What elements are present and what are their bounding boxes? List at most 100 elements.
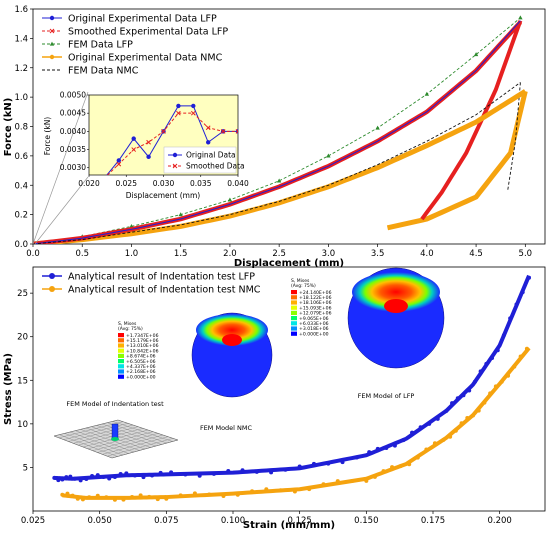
label-lfp: FEM Model of LFP (358, 392, 415, 400)
inset-series-point (176, 103, 181, 109)
bottom-series-point (441, 437, 446, 442)
bottom-series-point (64, 475, 69, 480)
bottom-series-point (514, 302, 519, 307)
bottom-chart-series (52, 274, 531, 502)
top-series-3 (33, 89, 527, 244)
contour-value: +15.179E+06 (126, 338, 159, 344)
bottom-series-point (401, 438, 406, 443)
contour-value: +13.010E+06 (126, 343, 159, 349)
inset-series-point (146, 154, 151, 160)
bottom-series-point (472, 379, 477, 384)
top-y-tick-label: 0.0 (14, 240, 28, 250)
contour-value: +12.079E+06 (299, 311, 332, 317)
inset-x-tick-label: 0.035 (190, 179, 212, 188)
bottom-series-point (158, 470, 163, 475)
top-series-point (276, 178, 282, 183)
bottom-series-point (375, 446, 380, 451)
lfp-ball-image (347, 267, 445, 369)
contour-large-title: S, Mises (291, 278, 310, 284)
top-chart-ticks: 0.0 0.5 1.0 1.5 2.0 2.5 3.0 3.5 4.0 4.5 5.0 0.0 0.2 0… (14, 5, 532, 259)
inset-legend-marker (172, 163, 178, 169)
bottom-series-point (435, 416, 440, 421)
bottom-y-label: Stress (MPa) (3, 353, 14, 425)
top-x-tick-label: 1.5 (174, 249, 188, 259)
bottom-series-point (150, 473, 155, 478)
bottom-series-point (506, 373, 511, 378)
contour-swatch (118, 364, 124, 369)
bottom-series-point (197, 473, 202, 478)
bottom-series-point (478, 369, 483, 374)
bottom-series-point (321, 482, 326, 487)
top-series-line-3 (33, 89, 527, 244)
top-x-tick-label: 5.0 (519, 249, 533, 259)
contour-swatch (291, 305, 297, 310)
inset-series-point (131, 147, 137, 152)
contour-swatch (291, 326, 297, 331)
inset-series-point (191, 103, 196, 109)
inset-legend-label: Smoothed Data (186, 162, 245, 171)
contour-swatch (291, 290, 297, 295)
bottom-y-tick-label: 10 (17, 420, 28, 430)
bottom-legend-label: Analytical result of Indentation test LF… (68, 272, 255, 283)
contour-small-rows: +1.7347E+06+15.179E+06+13.010E+06+10.842… (118, 333, 159, 380)
top-x-tick-label: 2.5 (272, 249, 286, 259)
bottom-series-point (75, 496, 80, 501)
inset-series-point (161, 129, 166, 134)
inset-legend-label: Original Data (186, 151, 236, 160)
bottom-series-point (65, 491, 70, 496)
inset-legend: Original Data Smoothed Data (163, 146, 245, 174)
inset-y-tick-label: 0.0035 (60, 145, 86, 154)
bottom-series-point (508, 316, 513, 321)
bottom-series-point (72, 476, 77, 481)
inset-x-tick-label: 0.030 (153, 179, 175, 188)
inset-series-point (190, 110, 196, 116)
bottom-series-point (112, 497, 117, 502)
bottom-series-point (311, 461, 316, 466)
bottom-series-point (254, 469, 259, 474)
bottom-series-point (407, 462, 412, 467)
top-y-tick-label: 0.6 (14, 152, 28, 162)
bottom-series-point (130, 495, 135, 500)
top-x-tick-label: 4.5 (469, 249, 483, 259)
bottom-series-point (192, 491, 197, 496)
label-nmc: FEM Model NMC (200, 424, 253, 432)
top-x-label: Displacement (mm) (234, 258, 344, 269)
bottom-series-point (101, 475, 106, 480)
top-y-tick-label: 1.0 (14, 93, 28, 103)
contour-large-rows: +24.140E+06+18.122E+06+18.106E+06+15.093… (291, 290, 332, 337)
inset-chart: 0.020 0.025 0.030 0.035 0.040 0.0030 0.0035 0.0… (43, 91, 249, 201)
inset-legend-box (163, 146, 237, 174)
top-series-point (518, 15, 523, 20)
bottom-x-tick-label: 0.025 (21, 516, 45, 526)
inset-y-tick-label: 0.0040 (60, 127, 86, 136)
bottom-series-point (52, 475, 57, 480)
top-x-tick-label: 3.0 (322, 249, 336, 259)
bottom-x-tick-label: 0.075 (154, 516, 178, 526)
bottom-series-point (427, 421, 432, 426)
bottom-series-point (367, 450, 372, 455)
bottom-series-point (444, 408, 449, 413)
contour-swatch (291, 321, 297, 326)
bottom-series-point (155, 497, 160, 502)
mesh-line (102, 436, 169, 455)
bottom-series-point (364, 478, 369, 483)
top-series-line-0 (33, 20, 521, 244)
mesh-indenter (111, 423, 119, 439)
inset-connector-top (32, 91, 89, 245)
bottom-chart-legend: Analytical result of Indentation test LF… (42, 272, 261, 296)
bottom-series-point (384, 445, 389, 450)
bottom-series-point (490, 356, 495, 361)
inset-series-point (131, 136, 136, 141)
inset-series-point (146, 139, 151, 145)
bottom-series-point (124, 471, 129, 476)
fem-nmc-unload-line (507, 82, 521, 192)
contour-small-subtitle: (Avg: 75%) (118, 326, 143, 332)
bottom-series-point (226, 469, 231, 473)
lfp-unload-line (420, 20, 523, 221)
bottom-series-point (418, 425, 423, 430)
top-legend-marker (49, 41, 55, 46)
bottom-series-0 (52, 274, 531, 483)
contour-large-subtitle: (Avg: 75%) (291, 283, 316, 289)
inset-series-point (102, 177, 106, 181)
bottom-series-point (392, 443, 397, 448)
